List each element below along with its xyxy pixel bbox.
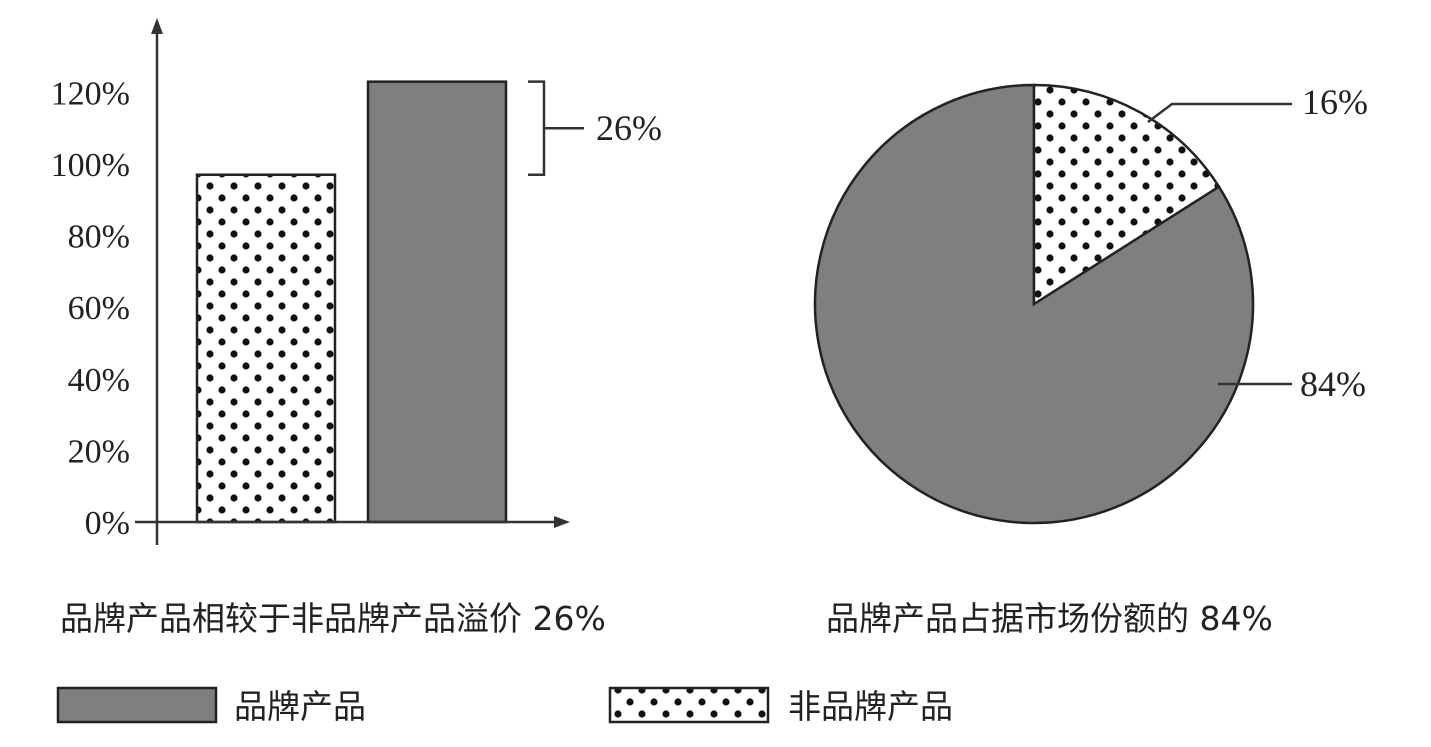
y-tick-label: 60% — [68, 290, 130, 327]
y-tick-label: 40% — [68, 362, 130, 399]
y-axis-arrow — [151, 18, 163, 34]
pie-slice-non-branded — [1032, 83, 1221, 307]
legend-label-non-branded: 非品牌产品 — [788, 687, 953, 726]
x-axis-arrow — [554, 516, 570, 528]
legend-label-branded: 品牌产品 — [234, 687, 366, 726]
bars — [195, 80, 508, 524]
pie-leader-line-16 — [1147, 102, 1292, 123]
bar-branded — [366, 80, 508, 524]
pie-chart: 16% 84% 品牌产品占据市场份额的 84% — [813, 82, 1368, 638]
y-tick-label: 80% — [68, 219, 130, 256]
bar-non-branded — [195, 173, 337, 524]
y-tick-label: 0% — [85, 505, 130, 542]
y-tick-label: 120% — [51, 75, 130, 112]
pie-chart-caption: 品牌产品占据市场份额的 84% — [826, 599, 1273, 638]
pie-label-84: 84% — [1300, 364, 1366, 404]
bar-chart: 0% 20% 40% 60% 80% 100% 120% 26% 品牌产品相较于非品牌产品溢… — [51, 18, 662, 638]
legend-swatch-non-branded — [608, 686, 770, 724]
legend-swatch-branded — [56, 686, 218, 724]
legend: 品牌产品 非品牌产品 — [56, 686, 953, 726]
premium-bracket — [528, 80, 584, 176]
y-tick-labels: 0% 20% 40% 60% 80% 100% 120% — [51, 75, 130, 542]
y-tick-label: 20% — [68, 433, 130, 470]
pie-label-16: 16% — [1302, 82, 1368, 122]
y-tick-label: 100% — [51, 147, 130, 184]
bar-chart-caption: 品牌产品相较于非品牌产品溢价 26% — [60, 599, 606, 638]
premium-annotation-label: 26% — [596, 108, 662, 148]
